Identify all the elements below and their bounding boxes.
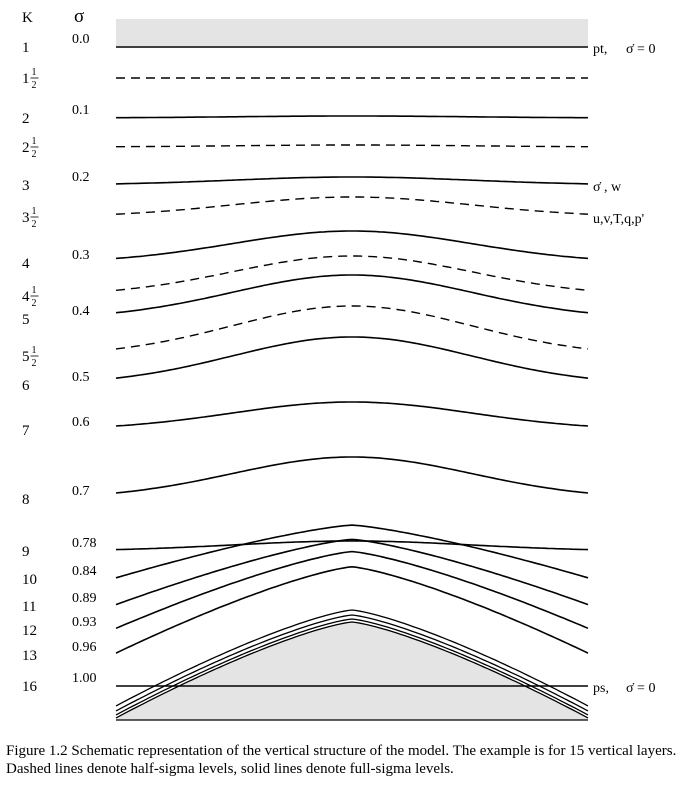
half-sigma-level-line [115,305,589,350]
k-label: 13 [22,648,37,664]
k-fraction-numerator: 1 [32,136,37,147]
level-annotation: pt, [593,42,607,57]
k-label: 4 [22,256,30,272]
half-sigma-level-line [116,144,588,148]
terrain-following-line [115,614,589,712]
surface-stack-lines [115,609,589,719]
k-label: 8 [22,492,30,508]
full-sigma-level-line [116,115,588,119]
k-label: 9 [22,544,30,560]
half-sigma-level-line [115,196,589,215]
k-label: 2 [22,140,30,156]
right-annotations: pt, σ̇ = 0 σ̇ , w u,v,T,q,p' ps, σ̇ = 0 [593,42,655,696]
k-fraction-numerator: 1 [32,206,37,217]
sigma-dot-annotation: σ̇ = 0 [626,42,655,57]
sigma-label: 0.0 [72,32,90,47]
sigma-label: 0.93 [72,615,97,630]
k-fraction-denominator: 2 [32,80,37,91]
sigma-label: 0.1 [72,103,90,118]
level-lines [115,46,589,687]
sigma-label: 0.5 [72,370,90,385]
k-label: 5 [22,349,30,365]
k-label: 10 [22,572,37,588]
full-sigma-level-line [115,401,589,427]
full-sigma-level-line [115,456,589,494]
k-fraction-denominator: 2 [32,298,37,309]
terrain-following-line [115,618,589,716]
k-fraction-numerator: 1 [32,285,37,296]
sigma-dot-annotation: σ̇ = 0 [626,681,655,696]
sigma-label: 0.84 [72,564,97,579]
sigma-label: 0.3 [72,248,90,263]
top-shaded-band [116,19,588,46]
k-column-header: K [22,10,33,26]
mountain-topography [116,622,588,720]
figure-caption: Figure 1.2 Schematic representation of t… [6,743,677,777]
k-label: 3 [22,178,30,194]
k-label: 2 [22,111,30,127]
full-sigma-level-line [115,540,589,551]
level-annotation: ps, [593,681,609,696]
full-sigma-level-line [115,550,589,630]
k-label: 1 [22,40,30,56]
k-label: 12 [22,623,37,639]
k-label: 7 [22,423,30,439]
full-sigma-level-line [115,274,589,314]
sigma-labels: 0.0 0.1 0.2 0.3 0.4 0.5 0.6 0.7 0.78 0.84 0.89 0.93… [72,32,97,686]
k-fraction-denominator: 2 [32,358,37,369]
full-sigma-level-line [115,565,589,654]
level-annotation: σ̇ , w [593,180,622,195]
sigma-label: 0.2 [72,170,90,185]
k-label: 1 [22,71,30,87]
k-label: 11 [22,599,36,615]
level-annotation: u,v,T,q,p' [593,212,644,227]
k-fraction-denominator: 2 [32,219,37,230]
full-sigma-level-line [115,176,589,185]
full-sigma-level-line [115,230,589,260]
sigma-label: 0.7 [72,484,90,499]
terrain-following-line [115,609,589,707]
k-label: 5 [22,312,30,328]
sigma-label: 0.89 [72,591,97,606]
full-sigma-level-line [115,336,589,379]
sigma-label: 0.6 [72,415,90,430]
k-fraction-numerator: 1 [32,67,37,78]
k-label: 6 [22,378,30,394]
sigma-label: 1.00 [72,671,97,686]
sigma-label: 0.78 [72,536,97,551]
half-sigma-level-line [115,255,589,291]
sigma-label: 0.96 [72,640,97,655]
k-label: 3 [22,210,30,226]
full-sigma-level-line [115,538,589,606]
k-label: 4 [22,289,30,305]
full-sigma-level-line [115,524,589,579]
sigma-column-header: σ [74,6,84,27]
k-label: 16 [22,679,38,695]
k-fraction-numerator: 1 [32,345,37,356]
k-fraction-denominator: 2 [32,149,37,160]
sigma-label: 0.4 [72,304,90,319]
terrain-following-line [115,621,589,719]
